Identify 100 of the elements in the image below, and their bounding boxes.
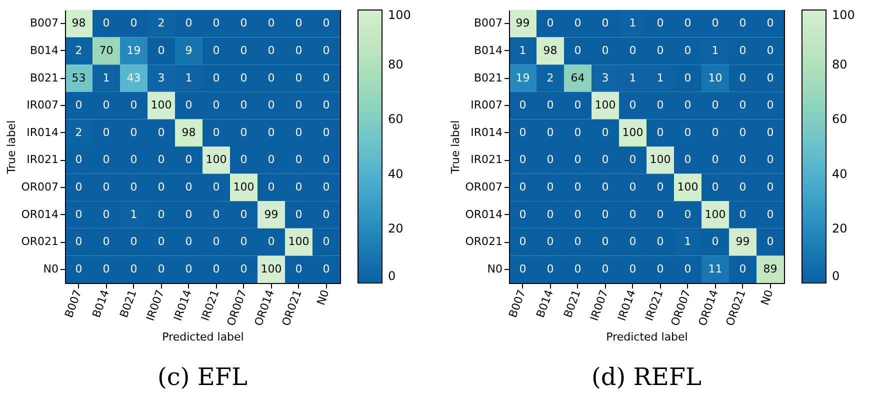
data-label: 0 [102,153,110,166]
data-label: 0 [684,16,692,30]
data-label: 0 [766,208,774,221]
data-label: 100 [288,235,310,248]
data-label: 0 [322,153,330,166]
data-label: 0 [546,208,554,221]
y-tick-label: B021 [30,71,58,84]
data-label: 0 [546,16,554,30]
data-label: 0 [629,262,636,276]
data-label: 0 [602,262,609,276]
data-label: 0 [185,235,192,248]
data-label: 0 [158,208,165,221]
data-label: 0 [130,235,138,248]
data-label: 0 [602,16,609,30]
y-tick-label: B007 [474,16,502,30]
data-label: 0 [240,98,248,112]
y-tick-label: OR014 [465,208,502,221]
x-tick-label: N0 [758,288,776,307]
x-tick-label: B014 [90,288,112,320]
data-label: 0 [322,126,330,139]
color-bar-label: 40 [832,166,848,181]
data-label: 0 [739,98,746,112]
data-label: 98 [72,16,86,30]
y-tick-label: IR007 [470,98,502,112]
data-label: 0 [268,98,275,112]
y-axis-title: True label [5,120,18,175]
data-label: 100 [260,262,282,276]
data-label: 0 [766,126,774,139]
data-label: 0 [102,235,110,248]
data-label: 0 [739,44,746,57]
data-label: 0 [240,153,248,166]
data-label: 1 [656,71,664,84]
data-label: 0 [684,44,692,57]
x-tick-label: B021 [561,288,584,320]
data-label: 0 [130,16,138,30]
x-tick-label: B014 [534,288,556,320]
x-axis-title: Predicted label [162,330,244,344]
data-label: 0 [574,16,582,30]
data-label: 0 [130,153,138,166]
data-label: 0 [546,180,554,194]
data-label: 0 [268,180,275,194]
data-label: 0 [766,153,774,166]
data-label: 0 [268,71,275,84]
y-tick-label: B007 [30,16,58,30]
data-label: 2 [546,71,554,84]
data-label: 0 [295,71,302,84]
x-tick-label: OR007 [224,288,250,328]
data-label: 0 [185,208,192,221]
data-label: 1 [102,71,110,84]
y-tick-label: OR021 [465,235,502,248]
data-label: 0 [602,208,609,221]
data-label: 0 [684,262,692,276]
data-label: 0 [519,262,526,276]
data-label: 0 [240,44,248,57]
data-label: 10 [708,71,722,84]
data-label: 0 [75,208,82,221]
data-label: 1 [684,235,692,248]
data-label: 0 [240,71,248,84]
data-label: 0 [656,235,664,248]
data-label: 0 [102,16,110,30]
data-label: 0 [295,153,302,166]
data-label: 0 [75,98,82,112]
data-label: 0 [212,44,220,57]
data-label: 0 [295,126,302,139]
data-label: 0 [158,44,165,57]
data-label: 0 [322,180,330,194]
data-label: 0 [766,44,774,57]
data-label: 0 [656,126,664,139]
data-label: 0 [322,98,330,112]
data-label: 0 [546,235,554,248]
data-label: 0 [629,208,636,221]
text: (c) EFL [158,362,248,391]
data-label: 0 [295,16,302,30]
x-tick-label: OR021 [279,288,304,328]
data-label: 0 [629,180,636,194]
data-label: 100 [233,180,254,194]
x-tick-label: B007 [62,288,84,320]
color-bar-label: 40 [388,166,404,181]
x-tick-label: OR014 [252,288,277,328]
data-label: 0 [684,126,692,139]
color-bar-label: 60 [388,112,404,126]
data-label: 0 [629,235,636,248]
x-axis-title: Predicted label [606,330,688,344]
y-tick-label: B014 [30,44,58,57]
y-axis-title: True label [449,120,462,175]
data-label: 0 [102,208,110,221]
data-label: 100 [677,180,698,194]
data-label: 100 [622,126,644,139]
x-tick-label: IR007 [588,288,611,323]
y-tick-label: IR014 [26,126,58,139]
data-label: 0 [629,153,636,166]
data-label: 100 [206,153,227,166]
data-label: 0 [295,262,302,276]
data-label: 0 [519,98,526,112]
data-label: 0 [574,208,582,221]
data-label: 0 [240,208,248,221]
data-label: 0 [295,208,302,221]
data-label: 0 [766,235,774,248]
data-label: 0 [519,126,526,139]
data-label: 0 [102,180,110,194]
